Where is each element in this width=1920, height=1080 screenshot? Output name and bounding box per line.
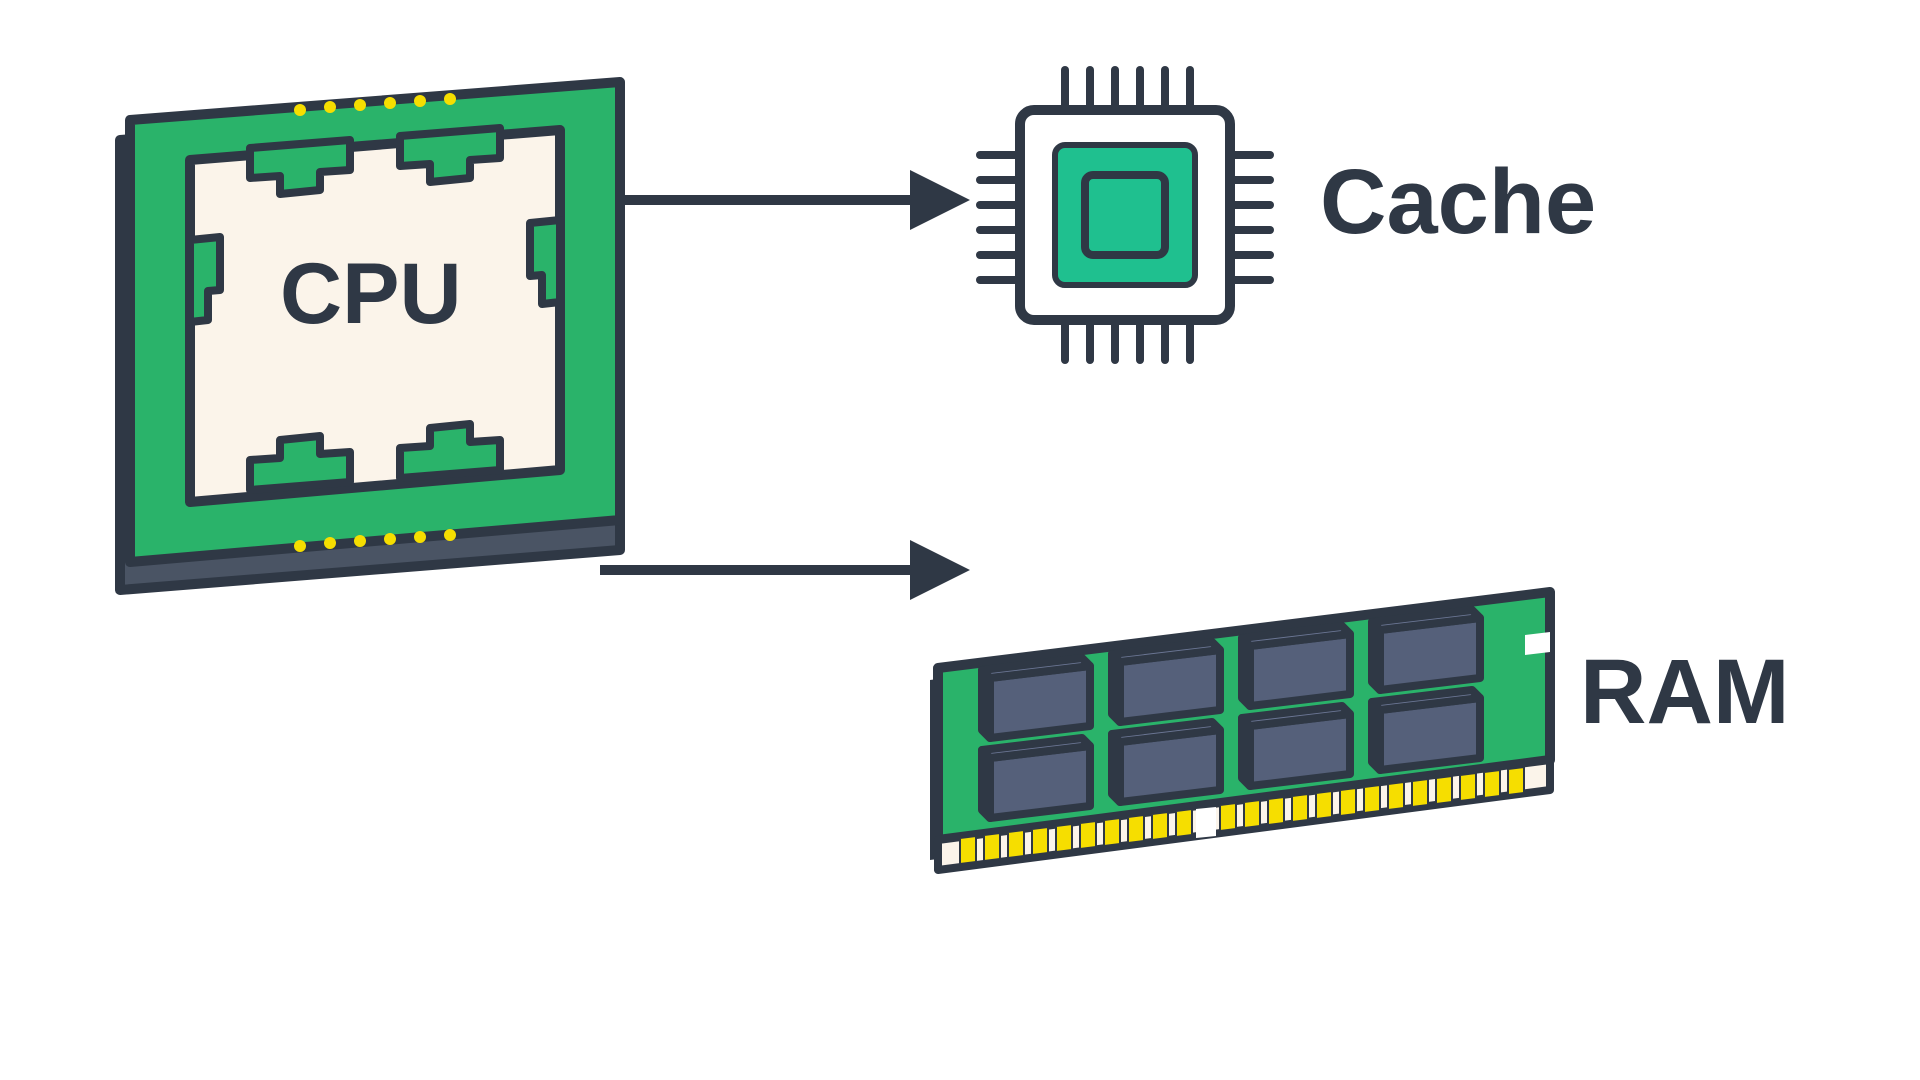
ram-label: RAM	[1580, 640, 1790, 745]
diagram-canvas: CPU	[0, 0, 1920, 1080]
ram-icon	[0, 0, 1920, 1080]
